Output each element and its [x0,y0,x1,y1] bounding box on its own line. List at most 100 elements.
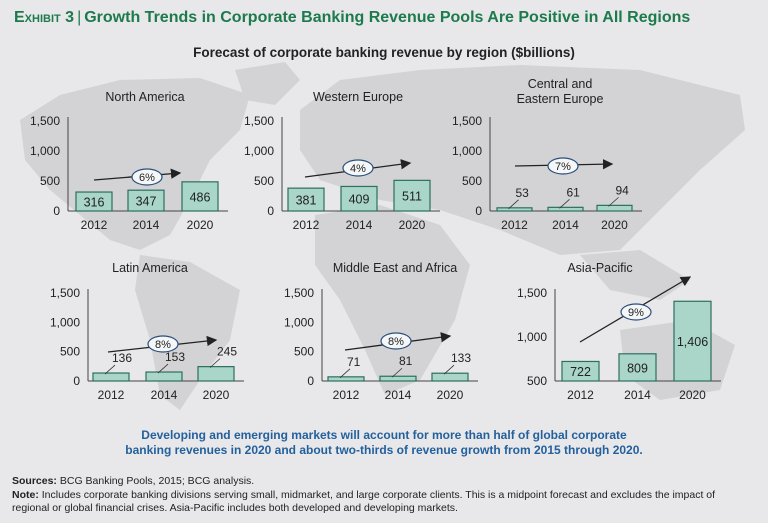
note-text: Includes corporate banking divisions ser… [12,488,716,515]
x-tick-label: 2012 [333,388,360,402]
bar [393,179,431,212]
y-tick-label: 1,500 [284,286,314,300]
y-tick-label: 1,500 [30,114,60,128]
x-tick-label: 2014 [624,388,651,402]
y-tick-label: 1,500 [517,286,547,300]
leader-line [104,364,116,375]
growth-badge [620,303,652,321]
growth-rate-label: 4% [350,163,366,175]
bar [327,376,365,382]
leader-line [157,363,169,374]
bar-value-label: 381 [296,194,317,208]
y-tick-label: 500 [294,345,314,359]
sources-text: BCG Banking Pools, 2015; BCG analysis. [59,475,255,487]
bar-value-label: 245 [217,345,237,359]
bar [547,206,584,212]
bar-value-label: 153 [165,350,185,364]
growth-rate-label: 8% [155,339,171,351]
y-tick-label: 0 [53,204,60,218]
x-tick-label: 2012 [567,388,594,402]
y-tick-label: 1,500 [452,114,482,128]
leader-line [209,358,221,368]
leader-line [339,368,351,379]
chart-title: Eastern Europe [517,92,604,106]
y-tick-label: 0 [307,374,314,388]
x-tick-label: 2012 [98,388,125,402]
y-tick-label: 1,000 [452,144,482,158]
y-tick-label: 1,000 [30,144,60,158]
growth-rate-label: 7% [555,161,571,173]
y-tick-label: 1,000 [517,330,547,344]
bar [431,372,469,382]
x-tick-label: 2012 [81,218,108,232]
y-tick-label: 0 [73,374,80,388]
bar-value-label: 94 [616,183,630,197]
bar-value-label: 71 [347,355,361,369]
bar [197,366,235,382]
leader-line [608,197,619,207]
growth-rate-label: 9% [628,307,644,319]
x-tick-label: 2020 [601,218,628,232]
map-south-america [135,255,240,410]
y-tick-label: 500 [462,174,482,188]
y-tick-label: 1,000 [50,315,80,329]
x-tick-label: 2012 [501,218,528,232]
bar [127,189,165,212]
chart-title: Western Europe [313,90,403,104]
bar-value-label: 486 [190,190,211,204]
leader-line [391,367,403,378]
sources-line: Sources: BCG Banking Pools, 2015; BCG an… [12,475,752,489]
chart-title: Asia-Pacific [567,261,632,275]
bar [561,360,600,382]
bar-value-label: 81 [399,354,413,368]
bar-value-label: 1,406 [677,335,708,349]
footnotes: Sources: BCG Banking Pools, 2015; BCG an… [12,475,752,516]
bar [618,353,657,382]
leader-line [443,364,455,375]
x-tick-label: 2012 [293,218,320,232]
bar [287,187,325,212]
bar [673,300,712,382]
bar-value-label: 347 [136,195,157,209]
bar [75,191,113,212]
sources-label: Sources: [12,475,57,487]
bar [92,372,130,382]
bar-value-label: 409 [349,193,370,207]
exhibit-label: Exhibit 3 [14,9,75,26]
y-tick-label: 1,500 [244,114,274,128]
growth-rate-label: 8% [388,336,404,348]
bar-value-label: 511 [402,190,422,204]
x-tick-label: 2020 [679,388,706,402]
x-tick-label: 2014 [385,388,412,402]
growth-badge [547,157,579,175]
map-africa [315,205,470,395]
bar [496,207,533,212]
chart-title: Middle East and Africa [333,261,457,275]
x-tick-label: 2020 [187,218,214,232]
exhibit-title: Exhibit 3 | Growth Trends in Corporate Ban… [14,9,690,27]
bar-value-label: 53 [516,186,530,200]
map-europe-asia [300,65,745,255]
bar [379,375,417,382]
y-tick-label: 500 [40,174,60,188]
x-tick-label: 2014 [346,218,373,232]
note-label: Note: [12,488,39,501]
y-tick-label: 1,000 [284,315,314,329]
bar-value-label: 316 [84,196,105,210]
leader-line [559,199,570,209]
y-tick-label: 0 [475,204,482,218]
bar-value-label: 809 [627,361,648,375]
bar [145,371,183,382]
x-tick-label: 2020 [203,388,230,402]
leader-line [508,199,519,210]
note-line: Note: Includes corporate banking divisio… [12,489,752,516]
y-tick-label: 500 [254,174,274,188]
x-tick-label: 2014 [151,388,178,402]
x-tick-label: 2020 [437,388,464,402]
map-southeast-asia [580,250,690,300]
chart-title: Central and [528,77,593,91]
growth-badge [147,335,179,353]
bar-value-label: 136 [112,351,132,365]
y-tick-label: 500 [527,374,547,388]
